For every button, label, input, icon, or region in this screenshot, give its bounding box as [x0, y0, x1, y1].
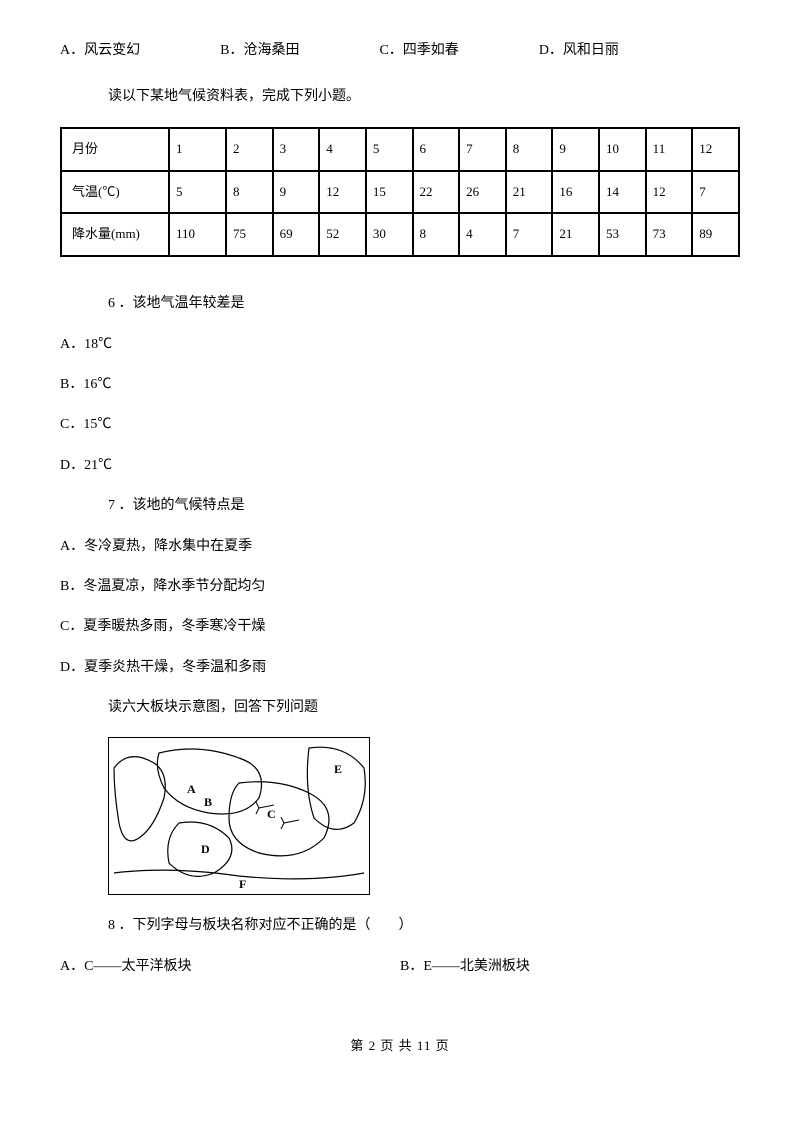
map-label-c: C	[267, 807, 276, 821]
table-row-temp: 气温(℃) 5 8 9 12 15 22 26 21 16 14 12 7	[61, 171, 739, 214]
plate-map-icon: A B C D E F	[109, 738, 369, 894]
q8-option-b: B．E——北美洲板块	[400, 956, 740, 978]
map-label-b: B	[204, 795, 212, 809]
q6-option-b: B．16℃	[60, 374, 740, 396]
map-label-e: E	[334, 762, 342, 776]
page-footer: 第 2 页 共 11 页	[60, 1036, 740, 1057]
q6-option-c: C．15℃	[60, 414, 740, 436]
q5-option-a: A．风云变幻	[60, 40, 140, 62]
q6-stem: 6 ．该地气温年较差是	[108, 293, 740, 315]
q7-stem: 7 ．该地的气候特点是	[108, 495, 740, 517]
map-label-d: D	[201, 842, 210, 856]
q5-option-c: C．四季如春	[379, 40, 458, 62]
row-header-temp: 气温(℃)	[61, 171, 169, 214]
map-label-f: F	[239, 877, 246, 891]
q5-option-d: D．风和日丽	[539, 40, 619, 62]
q7-option-d: D．夏季炎热干燥，冬季温和多雨	[60, 657, 740, 679]
q8-options: A．C——太平洋板块 B．E——北美洲板块	[60, 956, 740, 996]
table-row-months: 月份 1 2 3 4 5 6 7 8 9 10 11 12	[61, 128, 739, 171]
q7-option-a: A．冬冷夏热，降水集中在夏季	[60, 536, 740, 558]
q7-option-c: C．夏季暖热多雨，冬季寒冷干燥	[60, 616, 740, 638]
table-intro: 读以下某地气候资料表，完成下列小题。	[108, 86, 740, 108]
row-header-precip: 降水量(mm)	[61, 213, 169, 256]
row-header-month: 月份	[61, 128, 169, 171]
q7-option-b: B．冬温夏凉，降水季节分配均匀	[60, 576, 740, 598]
plate-map-figure: A B C D E F	[108, 737, 370, 895]
q5-options: A．风云变幻 B．沧海桑田 C．四季如春 D．风和日丽	[60, 40, 740, 62]
q8-stem: 8 ．下列字母与板块名称对应不正确的是（ ）	[108, 915, 740, 937]
climate-table: 月份 1 2 3 4 5 6 7 8 9 10 11 12 气温(℃) 5 8 …	[60, 127, 740, 257]
map-label-a: A	[187, 782, 196, 796]
map-intro: 读六大板块示意图，回答下列问题	[108, 697, 740, 719]
q8-option-a: A．C——太平洋板块	[60, 956, 400, 978]
q6-option-a: A．18℃	[60, 334, 740, 356]
q6-option-d: D．21℃	[60, 455, 740, 477]
table-row-precip: 降水量(mm) 110 75 69 52 30 8 4 7 21 53 73 8…	[61, 213, 739, 256]
q5-option-b: B．沧海桑田	[220, 40, 299, 62]
